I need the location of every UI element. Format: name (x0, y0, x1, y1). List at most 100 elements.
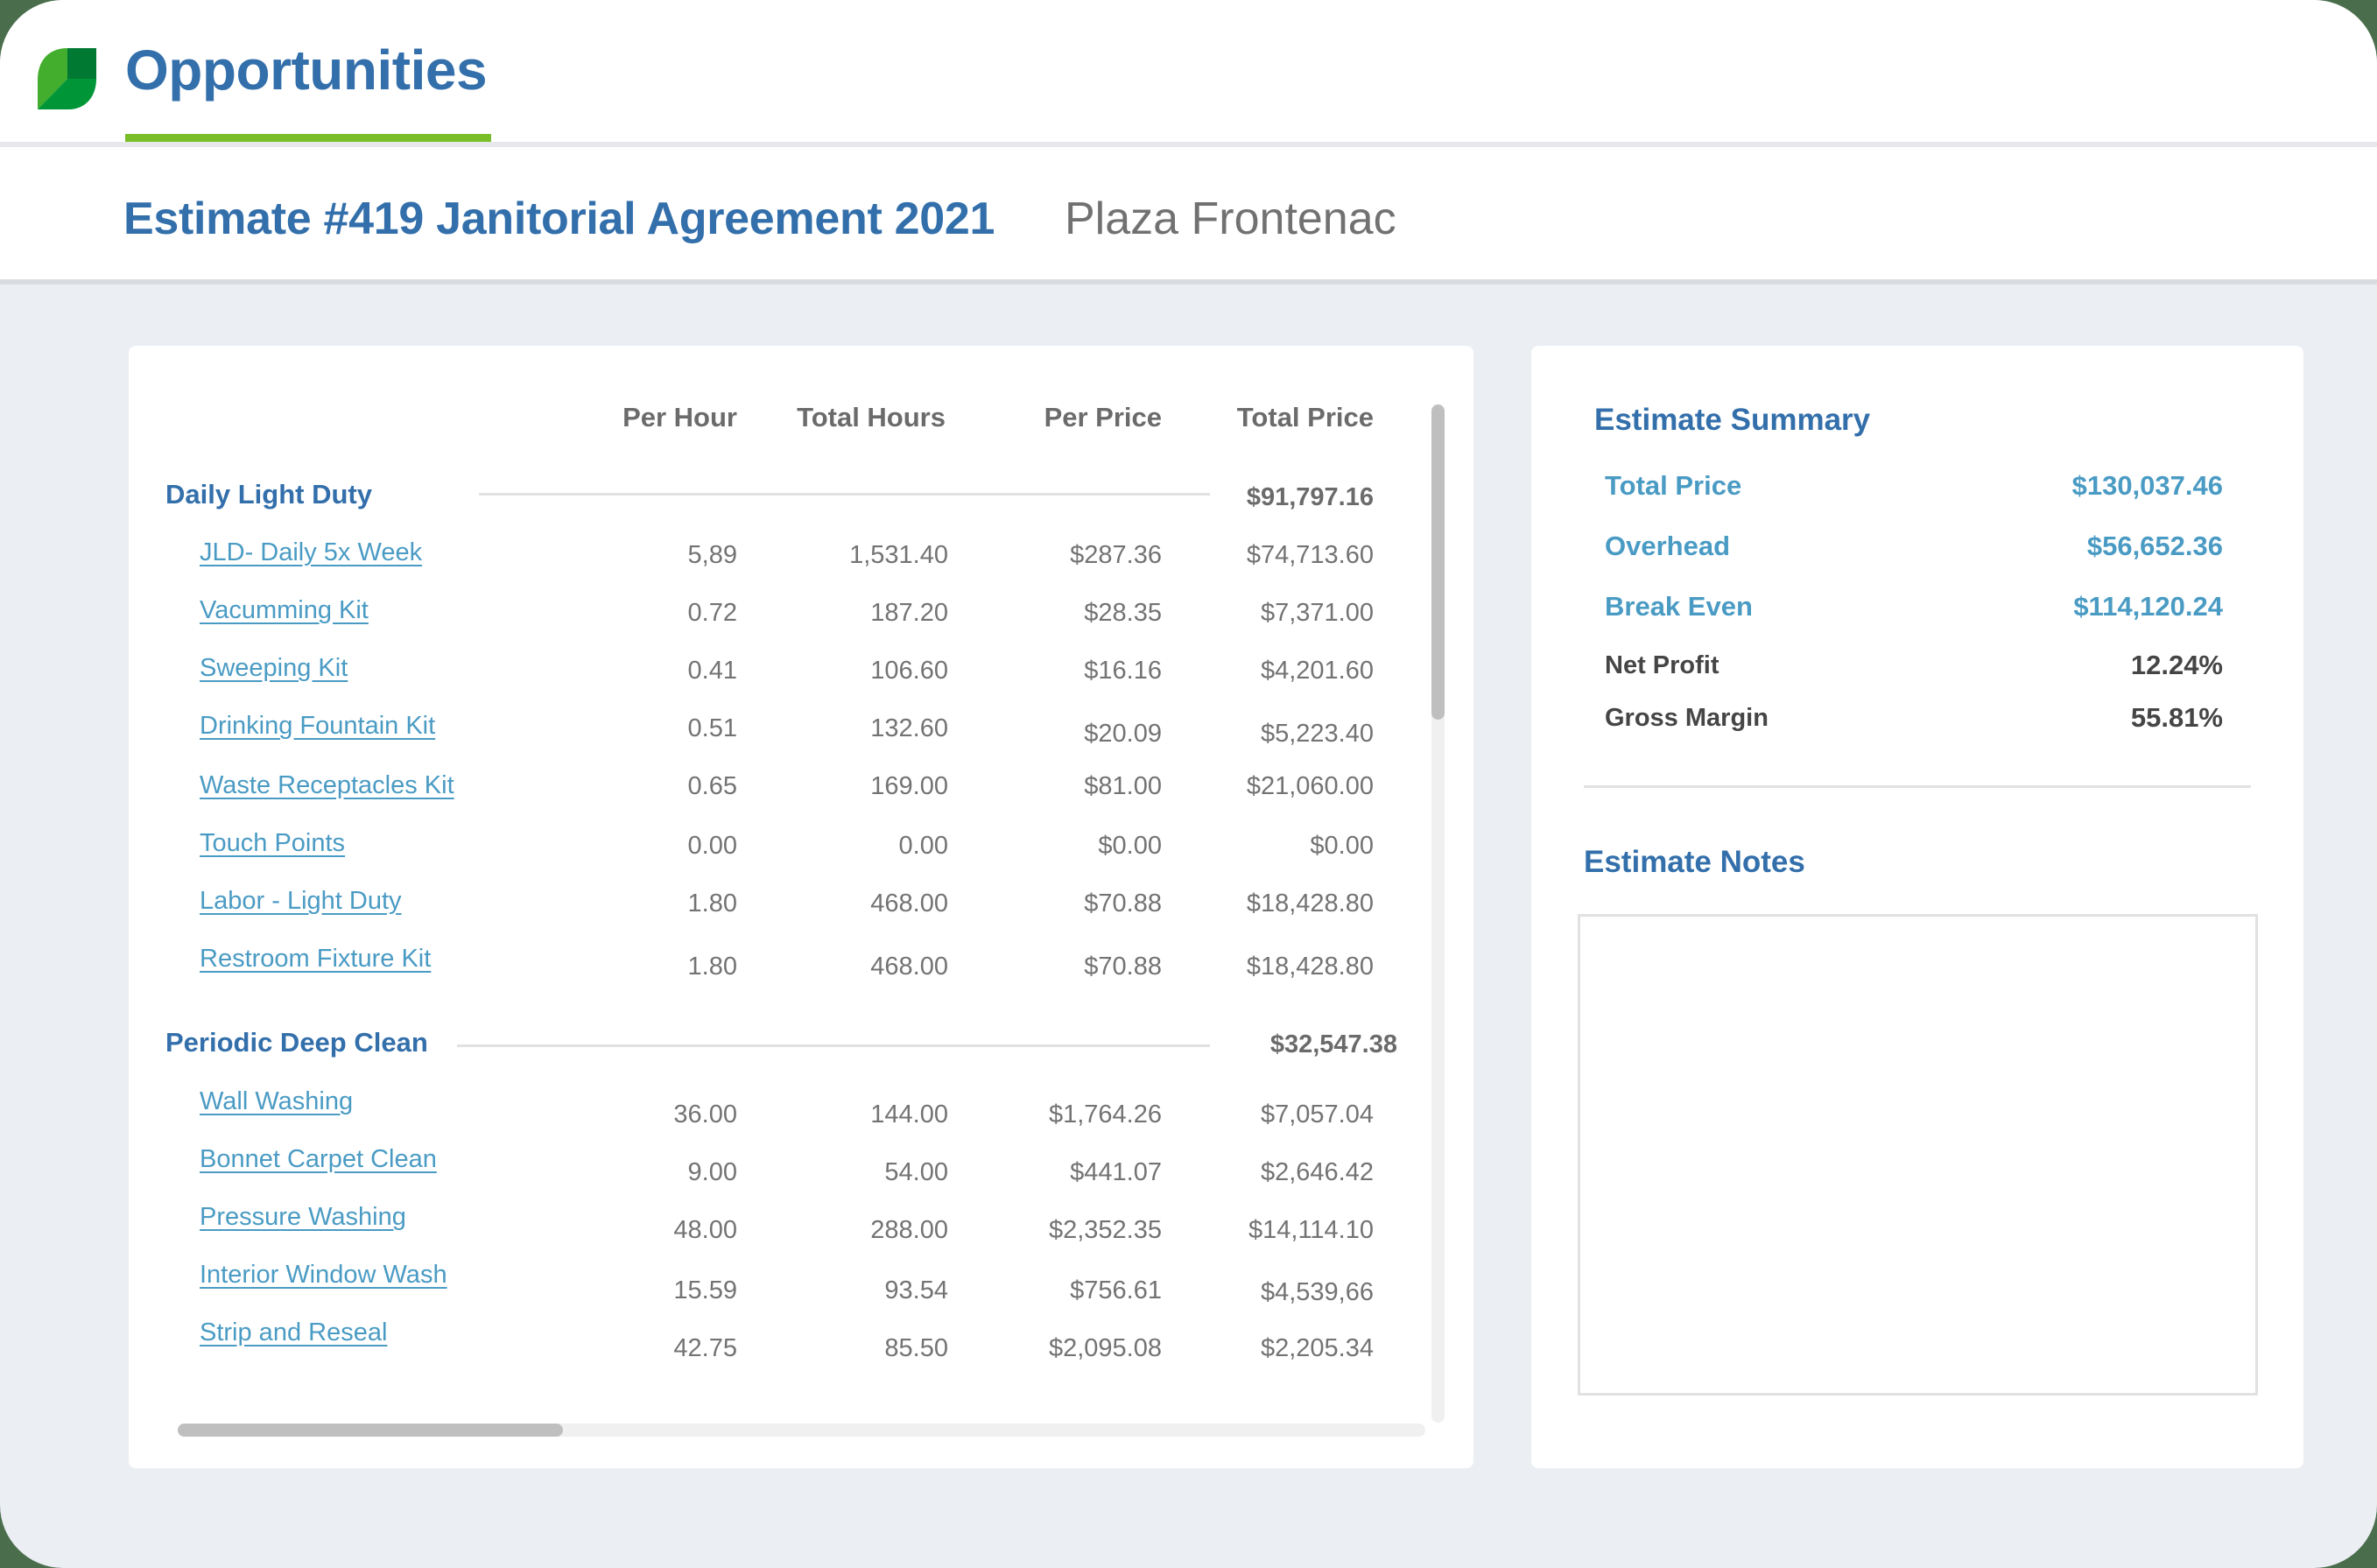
summary-label: Break Even (1605, 591, 1753, 622)
total-price-cell: $5,223.40 (1260, 720, 1374, 748)
app-title[interactable]: Opportunities (125, 39, 488, 102)
per-hour-cell: 36.00 (673, 1100, 737, 1129)
total-price-cell: $18,428.80 (1246, 953, 1374, 981)
total-hours-cell: 468.00 (870, 889, 948, 918)
summary-label: Gross Margin (1605, 704, 1769, 732)
per-price-cell: $1,764.26 (1048, 1100, 1162, 1129)
total-price-cell: $4,539,66 (1260, 1278, 1374, 1306)
line-item-link[interactable]: JLD- Daily 5x Week (200, 538, 423, 566)
line-item-link[interactable]: Waste Receptacles Kit (200, 771, 454, 799)
summary-value: 55.81% (2130, 702, 2223, 733)
summary-divider (1584, 785, 2251, 788)
line-item-link[interactable]: Drinking Fountain Kit (200, 712, 436, 740)
column-header-total-hours: Total Hours (797, 402, 946, 432)
estimate-notes-textarea[interactable] (1578, 914, 2258, 1396)
summary-label: Overhead (1605, 531, 1731, 561)
per-price-cell: $0.00 (1098, 832, 1162, 860)
estimate-summary-title: Estimate Summary (1594, 403, 1871, 437)
summary-value: $130,037.46 (2071, 470, 2223, 501)
line-item-link[interactable]: Sweeping Kit (200, 654, 348, 682)
total-price-cell: $18,428.80 (1246, 889, 1374, 918)
per-hour-cell: 1.80 (687, 889, 737, 918)
per-hour-cell: 9.00 (687, 1158, 737, 1186)
total-hours-cell: 54.00 (884, 1158, 948, 1186)
per-hour-cell: 5,89 (687, 541, 737, 569)
estimate-title: Estimate #419 Janitorial Agreement 2021 (123, 193, 995, 244)
summary-value: $56,652.36 (2086, 531, 2223, 561)
horizontal-scrollbar-thumb[interactable] (178, 1424, 563, 1437)
group-divider (457, 1044, 1210, 1047)
line-item-link[interactable]: Wall Washing (200, 1087, 354, 1115)
per-price-cell: $28.35 (1084, 599, 1162, 627)
summary-value: 12.24% (2130, 650, 2223, 680)
per-hour-cell: 48.00 (673, 1216, 737, 1244)
total-hours-cell: 288.00 (870, 1216, 948, 1244)
per-price-cell: $16.16 (1084, 657, 1162, 685)
per-hour-cell: 1.80 (687, 953, 737, 981)
total-price-cell: $14,114.10 (1248, 1216, 1374, 1244)
per-hour-cell: 0.51 (687, 714, 737, 742)
line-item-link[interactable]: Interior Window Wash (200, 1261, 447, 1289)
top-bar-divider (0, 142, 2377, 147)
summary-label: Net Profit (1605, 651, 1719, 679)
total-price-cell: $2,646.42 (1260, 1158, 1374, 1186)
estimate-header-divider (0, 279, 2377, 285)
total-price-cell: $0.00 (1310, 832, 1374, 860)
per-hour-cell: 0.72 (687, 599, 737, 627)
per-price-cell: $441.07 (1070, 1158, 1162, 1186)
column-header-per-hour: Per Hour (622, 402, 737, 432)
group-title-periodic-deep-clean: Periodic Deep Clean (165, 1027, 428, 1058)
total-price-cell: $4,201.60 (1260, 657, 1374, 685)
line-item-link[interactable]: Bonnet Carpet Clean (200, 1145, 437, 1173)
per-hour-cell: 15.59 (673, 1276, 737, 1304)
total-hours-cell: 144.00 (870, 1100, 948, 1129)
summary-label: Total Price (1605, 470, 1742, 501)
per-hour-cell: 0.41 (687, 657, 737, 685)
line-items-card (129, 346, 1473, 1468)
total-price-cell: $7,371.00 (1260, 599, 1374, 627)
estimate-notes-title: Estimate Notes (1584, 845, 1805, 879)
per-hour-cell: 42.75 (673, 1334, 737, 1362)
leaf-logo-icon (38, 48, 96, 109)
per-price-cell: $756.61 (1070, 1276, 1162, 1304)
line-item-link[interactable]: Touch Points (200, 829, 346, 857)
total-hours-cell: 106.60 (870, 657, 948, 685)
vertical-scrollbar-thumb[interactable] (1431, 404, 1445, 720)
line-item-link[interactable]: Strip and Reseal (200, 1318, 388, 1347)
per-price-cell: $70.88 (1084, 953, 1162, 981)
total-hours-cell: 1,531.40 (849, 541, 948, 569)
total-hours-cell: 169.00 (870, 772, 948, 800)
summary-value: $114,120.24 (2073, 591, 2223, 622)
group-total: $91,797.16 (1246, 483, 1374, 511)
total-price-cell: $74,713.60 (1246, 541, 1374, 569)
line-item-link[interactable]: Vacumming Kit (200, 596, 369, 624)
column-header-per-price: Per Price (1044, 402, 1162, 432)
estimate-header (0, 147, 2377, 280)
total-price-cell: $21,060.00 (1246, 772, 1374, 800)
active-tab-indicator (125, 134, 491, 142)
group-title-daily-light-duty: Daily Light Duty (165, 479, 372, 510)
per-price-cell: $287.36 (1070, 541, 1162, 569)
line-item-link[interactable]: Labor - Light Duty (200, 887, 402, 915)
per-price-cell: $81.00 (1084, 772, 1162, 800)
total-price-cell: $7,057.04 (1260, 1100, 1374, 1129)
estimate-location: Plaza Frontenac (1065, 193, 1396, 244)
per-price-cell: $20.09 (1084, 720, 1162, 748)
line-item-link[interactable]: Restroom Fixture Kit (200, 945, 432, 973)
per-hour-cell: 0.65 (687, 772, 737, 800)
group-total: $32,547.38 (1269, 1030, 1397, 1058)
total-hours-cell: 187.20 (870, 599, 948, 627)
per-hour-cell: 0.00 (687, 832, 737, 860)
line-item-link[interactable]: Pressure Washing (200, 1203, 406, 1231)
top-bar (0, 0, 2377, 143)
per-price-cell: $2,095.08 (1048, 1334, 1162, 1362)
total-hours-cell: 85.50 (884, 1334, 948, 1362)
total-hours-cell: 132.60 (870, 714, 948, 742)
total-hours-cell: 0.00 (898, 832, 948, 860)
total-price-cell: $2,205.34 (1260, 1334, 1374, 1362)
per-price-cell: $2,352.35 (1048, 1216, 1162, 1244)
total-hours-cell: 93.54 (884, 1276, 948, 1304)
total-hours-cell: 468.00 (870, 953, 948, 981)
group-divider (479, 493, 1210, 496)
